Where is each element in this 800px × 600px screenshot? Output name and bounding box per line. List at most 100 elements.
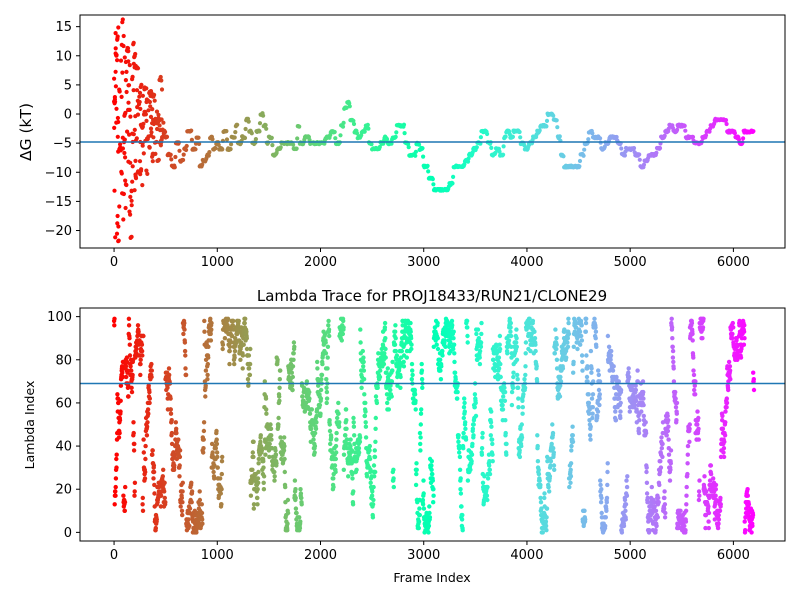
bottom-point — [362, 413, 368, 419]
bottom-point — [663, 510, 668, 516]
bottom-point — [659, 446, 664, 451]
bottom-point — [597, 392, 602, 397]
bottom-data-points — [111, 316, 757, 535]
bottom-point — [285, 521, 290, 526]
bottom-point — [751, 377, 756, 382]
bottom-point — [186, 517, 191, 522]
bottom-point — [453, 377, 458, 382]
bottom-point — [349, 448, 355, 453]
bottom-point — [569, 448, 574, 453]
bottom-point — [459, 504, 464, 509]
bottom-point — [593, 325, 598, 330]
bottom-point — [571, 359, 576, 365]
bottom-point — [413, 398, 418, 403]
top-point — [224, 137, 230, 142]
bottom-point — [500, 407, 506, 412]
bottom-point — [522, 385, 528, 390]
bottom-point — [595, 409, 601, 414]
bottom-point — [391, 484, 396, 490]
top-point — [129, 189, 134, 194]
bottom-point — [516, 396, 521, 401]
bottom-point — [350, 502, 356, 507]
bottom-point — [718, 454, 724, 460]
bottom-point — [652, 504, 657, 509]
bottom-point — [283, 484, 288, 490]
bottom-point — [593, 336, 598, 341]
top-point — [598, 136, 603, 141]
bottom-point — [440, 353, 445, 358]
bottom-point — [312, 443, 318, 449]
top-point — [115, 115, 120, 121]
bottom-point — [327, 422, 332, 427]
top-point — [351, 118, 356, 123]
bottom-point — [623, 508, 628, 513]
bottom-point — [504, 441, 509, 447]
bottom-point — [534, 364, 539, 369]
bottom-point — [532, 329, 537, 334]
top-point — [333, 136, 338, 141]
bottom-point — [579, 353, 585, 358]
bottom-point — [604, 508, 609, 513]
bottom-point — [326, 327, 332, 332]
bottom-y-ticks: 0 20 40 60 80 100 — [47, 310, 80, 541]
bottom-point — [687, 439, 692, 444]
bottom-point — [591, 379, 596, 384]
top-ytick-label: −20 — [45, 224, 72, 239]
bottom-point — [465, 333, 470, 339]
bottom-point — [590, 415, 595, 421]
bottom-point — [293, 495, 298, 501]
bottom-point — [146, 383, 151, 388]
top-point — [130, 164, 135, 169]
bottom-point — [704, 489, 709, 494]
bottom-point — [613, 418, 619, 423]
bottom-point — [468, 467, 473, 472]
top-point — [113, 30, 118, 36]
bottom-point — [267, 454, 272, 460]
bottom-point — [388, 387, 393, 393]
bottom-point — [496, 355, 502, 360]
bottom-point — [412, 392, 418, 397]
top-point — [181, 157, 186, 163]
bottom-point — [285, 510, 291, 516]
bottom-point — [514, 344, 519, 349]
bottom-point — [255, 495, 260, 501]
bottom-point — [140, 502, 145, 507]
bottom-point — [596, 372, 601, 378]
bottom-point — [272, 478, 277, 483]
bottom-point — [136, 329, 141, 334]
bottom-point — [674, 418, 679, 423]
bottom-point — [258, 439, 263, 444]
bottom-point — [351, 424, 357, 429]
bottom-point — [222, 336, 228, 341]
bottom-point — [693, 392, 698, 397]
bottom-point — [333, 443, 339, 449]
bottom-point — [666, 437, 671, 442]
bottom-point — [370, 502, 376, 507]
bottom-point — [721, 450, 726, 455]
bottom-point — [389, 394, 394, 399]
bottom-point — [641, 396, 646, 401]
bottom-point — [665, 428, 671, 434]
top-point — [365, 122, 370, 127]
bottom-point — [361, 359, 366, 365]
bottom-point — [605, 482, 610, 488]
bottom-point — [635, 368, 640, 373]
bottom-point — [502, 385, 507, 390]
bottom-point — [416, 525, 421, 531]
bottom-point — [442, 338, 447, 343]
bottom-point — [551, 463, 557, 468]
bottom-point — [162, 480, 167, 485]
top-point — [622, 153, 628, 158]
bottom-point — [490, 452, 495, 457]
bottom-point — [508, 329, 513, 334]
bottom-point — [329, 435, 334, 440]
bottom-point — [691, 355, 696, 360]
bottom-point — [120, 370, 125, 375]
bottom-point — [180, 489, 185, 494]
bottom-point — [538, 482, 543, 488]
top-point — [619, 146, 624, 151]
top-point — [133, 158, 138, 163]
bottom-point — [307, 396, 312, 401]
bottom-point — [627, 409, 632, 414]
bottom-point — [662, 489, 667, 494]
